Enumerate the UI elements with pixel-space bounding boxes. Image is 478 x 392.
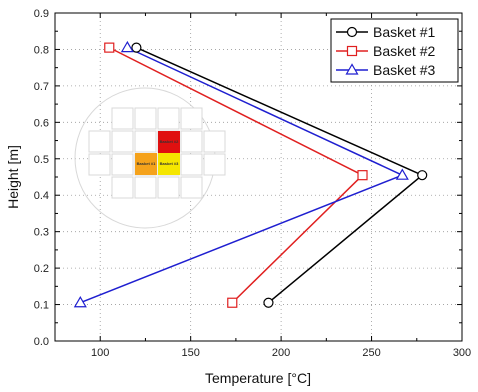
legend: Basket #1 Basket #2 Basket #3	[331, 19, 458, 82]
series-1-point	[132, 43, 141, 52]
legend-marker-1	[348, 28, 357, 37]
inset-cell	[135, 177, 156, 198]
y-tick-label: 0.6	[34, 117, 49, 129]
inset-cell	[181, 131, 202, 152]
series-2-point	[228, 298, 237, 307]
y-tick-labels: 0.0 0.1 0.2 0.3 0.4 0.5 0.6 0.7 0.8 0.9	[34, 8, 49, 348]
series-1-point	[264, 298, 273, 307]
series-2-point	[105, 43, 114, 52]
legend-marker-2	[348, 47, 357, 56]
legend-label-1: Basket #1	[373, 24, 435, 40]
inset-cell	[89, 154, 110, 175]
x-tick-label: 100	[91, 347, 109, 359]
y-tick-label: 0.1	[34, 300, 49, 312]
inset-cell	[89, 131, 110, 152]
inset-cell	[158, 177, 179, 198]
inset-label-basket-3: Basket #3	[160, 161, 179, 166]
x-tick-label: 250	[362, 347, 380, 359]
y-tick-label: 0.5	[34, 154, 49, 166]
inset-cell	[204, 154, 225, 175]
x-tick-label: 200	[272, 347, 290, 359]
y-tick-label: 0.3	[34, 227, 49, 239]
y-tick-label: 0.2	[34, 263, 49, 275]
inset-cell	[112, 177, 133, 198]
inset-cell	[112, 108, 133, 129]
y-tick-label: 0.4	[34, 190, 49, 202]
inset-cell	[181, 108, 202, 129]
series-2-point	[358, 171, 367, 180]
inset-cell	[181, 154, 202, 175]
inset-cell	[135, 131, 156, 152]
x-axis-label: Temperature [°C]	[205, 370, 311, 386]
series-3-point	[122, 42, 133, 52]
x-tick-labels: 100 150 200 250 300	[91, 347, 471, 359]
legend-label-2: Basket #2	[373, 43, 435, 59]
x-tick-label: 300	[453, 347, 471, 359]
inset-cell	[135, 108, 156, 129]
x-tick-label: 150	[181, 347, 199, 359]
inset-cell	[181, 177, 202, 198]
y-tick-label: 0.8	[34, 44, 49, 56]
inset-cell	[112, 131, 133, 152]
y-tick-label: 0.0	[34, 336, 49, 348]
inset-cell	[204, 131, 225, 152]
y-tick-label: 0.9	[34, 8, 49, 20]
series-3-point	[397, 170, 408, 180]
inset-cell	[158, 108, 179, 129]
series-1-point	[418, 171, 427, 180]
inset-label-basket-2: Basket #2	[160, 139, 179, 144]
inset-label-basket-1: Basket #1	[137, 161, 156, 166]
y-tick-label: 0.7	[34, 81, 49, 93]
legend-label-3: Basket #3	[373, 62, 435, 78]
fuel-basket-inset: Basket #2 Basket #1 Basket #3	[75, 88, 225, 228]
y-axis-label: Height [m]	[5, 145, 21, 209]
inset-cell	[112, 154, 133, 175]
